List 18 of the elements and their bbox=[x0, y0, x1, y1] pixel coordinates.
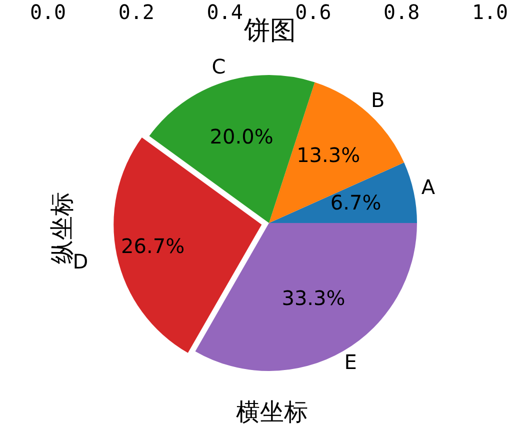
text: 0.4 bbox=[206, 0, 243, 24]
data-label: 6.7% bbox=[330, 190, 382, 215]
text: 0.0 bbox=[30, 0, 66, 24]
data-label: 20.0% bbox=[210, 124, 274, 149]
slice-label: B bbox=[370, 88, 385, 112]
text: 0.6 bbox=[295, 0, 332, 24]
data-label: 33.3% bbox=[282, 286, 346, 310]
data-label: 26.7% bbox=[121, 234, 185, 258]
text: 横坐标 bbox=[236, 398, 308, 426]
slice-label: E bbox=[344, 350, 357, 374]
data-label: 13.3% bbox=[296, 143, 360, 168]
slice-label: A bbox=[421, 175, 436, 200]
text: 0.8 bbox=[384, 0, 420, 24]
slice-label: C bbox=[212, 54, 226, 78]
text: 1.0 bbox=[472, 0, 508, 24]
chart-title: 饼图 bbox=[243, 16, 296, 46]
text: 0.2 bbox=[118, 0, 154, 24]
slice-label: D bbox=[72, 249, 88, 274]
